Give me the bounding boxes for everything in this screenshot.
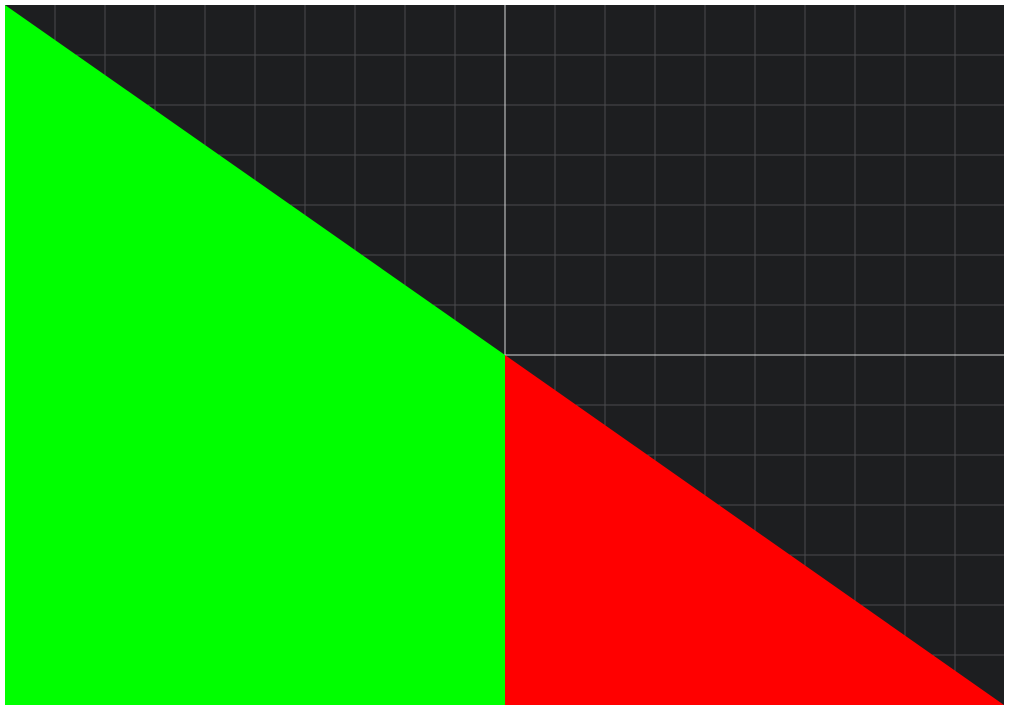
canvas-svg[interactable] [5,5,1004,705]
drawing-canvas[interactable] [5,5,1004,705]
green-triangle[interactable] [5,5,505,705]
red-triangle[interactable] [505,355,1004,705]
